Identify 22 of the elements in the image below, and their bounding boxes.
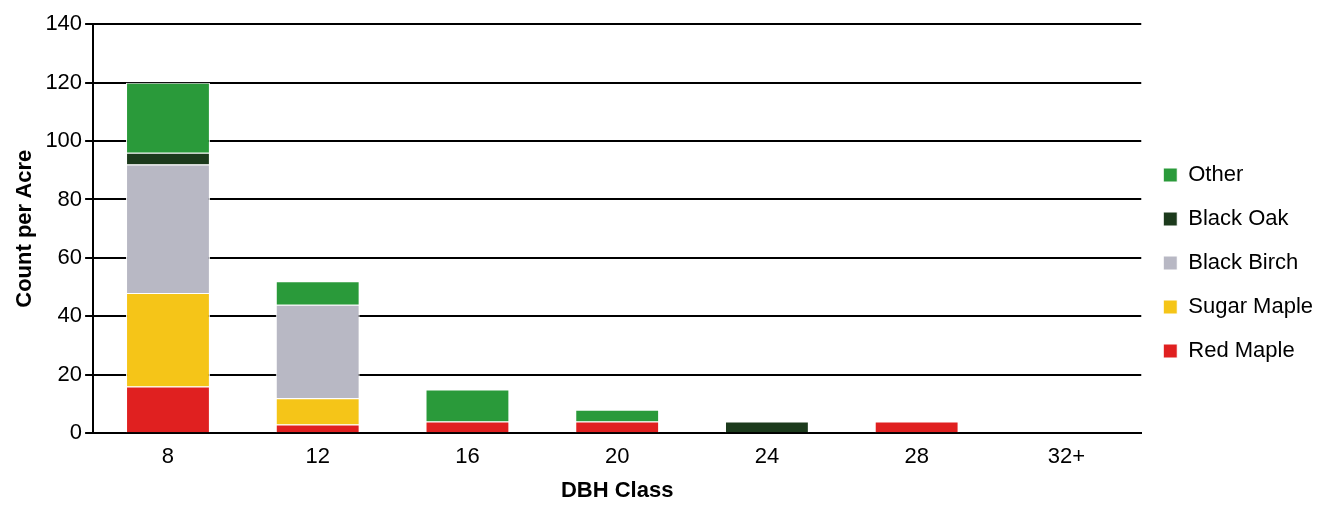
y-tick-label: 80	[57, 185, 83, 211]
x-tick-label: 32+	[1047, 443, 1086, 469]
x-tick-label: 24	[754, 443, 780, 469]
x-axis-title: DBH Class	[560, 476, 674, 502]
legend-label: Sugar Maple	[1188, 293, 1314, 319]
x-tick-label: 16	[455, 443, 480, 469]
y-tick-label: 60	[57, 243, 83, 269]
x-tick-label: 12	[305, 443, 330, 469]
x-tick-label: 8	[161, 443, 175, 469]
legend-label: Other	[1188, 161, 1244, 187]
y-tick-label: 0	[69, 419, 83, 445]
x-tick-label: 28	[904, 443, 929, 469]
y-tick-label: 40	[57, 302, 83, 328]
legend-label: Black Birch	[1188, 249, 1299, 275]
y-tick-label: 140	[45, 10, 83, 36]
y-tick-label: 100	[45, 127, 83, 153]
x-tick-label: 20	[604, 443, 630, 469]
legend-label: Black Oak	[1188, 205, 1290, 231]
y-tick-label: 120	[45, 68, 83, 94]
y-tick-label: 20	[57, 360, 83, 386]
y-axis-title: Count per Acre	[11, 149, 37, 308]
legend-label: Red Maple	[1188, 337, 1295, 363]
